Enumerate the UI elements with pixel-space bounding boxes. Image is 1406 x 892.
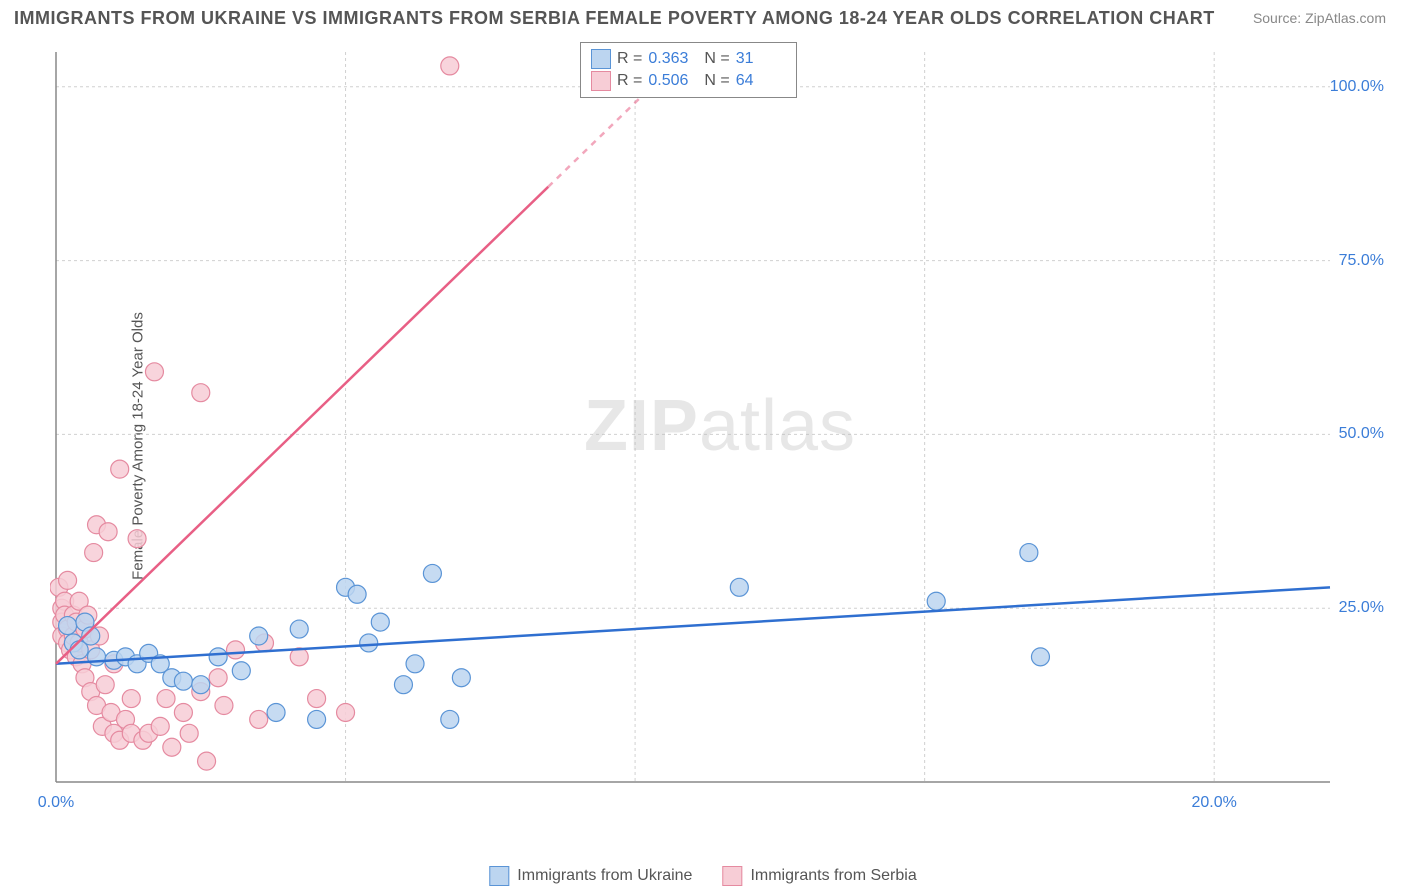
correlation-legend: R = 0.363 N = 31 R = 0.506 N = 64 [580, 42, 797, 98]
n-label: N = [704, 72, 729, 90]
legend-swatch [489, 866, 509, 886]
scatter-chart [50, 42, 1390, 842]
legend-swatch [722, 866, 742, 886]
y-tick-label: 50.0% [1339, 425, 1384, 443]
x-tick-label: 0.0% [38, 794, 74, 812]
y-tick-label: 100.0% [1330, 78, 1384, 96]
n-value: 64 [736, 72, 786, 90]
r-value: 0.363 [648, 50, 698, 68]
r-label: R = [617, 72, 642, 90]
y-tick-label: 25.0% [1339, 599, 1384, 617]
plot-area: ZIPatlas R = 0.363N = 31R = 0.506N = 64 … [50, 42, 1390, 842]
x-tick-label: 20.0% [1191, 794, 1236, 812]
legend-item: Immigrants from Ukraine [489, 866, 692, 886]
legend-row: R = 0.363 N = 31 [591, 49, 786, 69]
r-value: 0.506 [648, 72, 698, 90]
legend-item: Immigrants from Serbia [722, 866, 916, 886]
series-legend: Immigrants from Ukraine Immigrants from S… [489, 866, 916, 886]
y-tick-label: 75.0% [1339, 252, 1384, 270]
n-value: 31 [736, 50, 786, 68]
legend-swatch [591, 49, 611, 69]
r-label: R = [617, 50, 642, 68]
legend-label: Immigrants from Serbia [750, 867, 916, 885]
legend-row: R = 0.506 N = 64 [591, 71, 786, 91]
chart-title: IMMIGRANTS FROM UKRAINE VS IMMIGRANTS FR… [14, 8, 1215, 29]
legend-label: Immigrants from Ukraine [517, 867, 692, 885]
legend-swatch [591, 71, 611, 91]
source-label: Source: ZipAtlas.com [1253, 10, 1386, 26]
n-label: N = [704, 50, 729, 68]
